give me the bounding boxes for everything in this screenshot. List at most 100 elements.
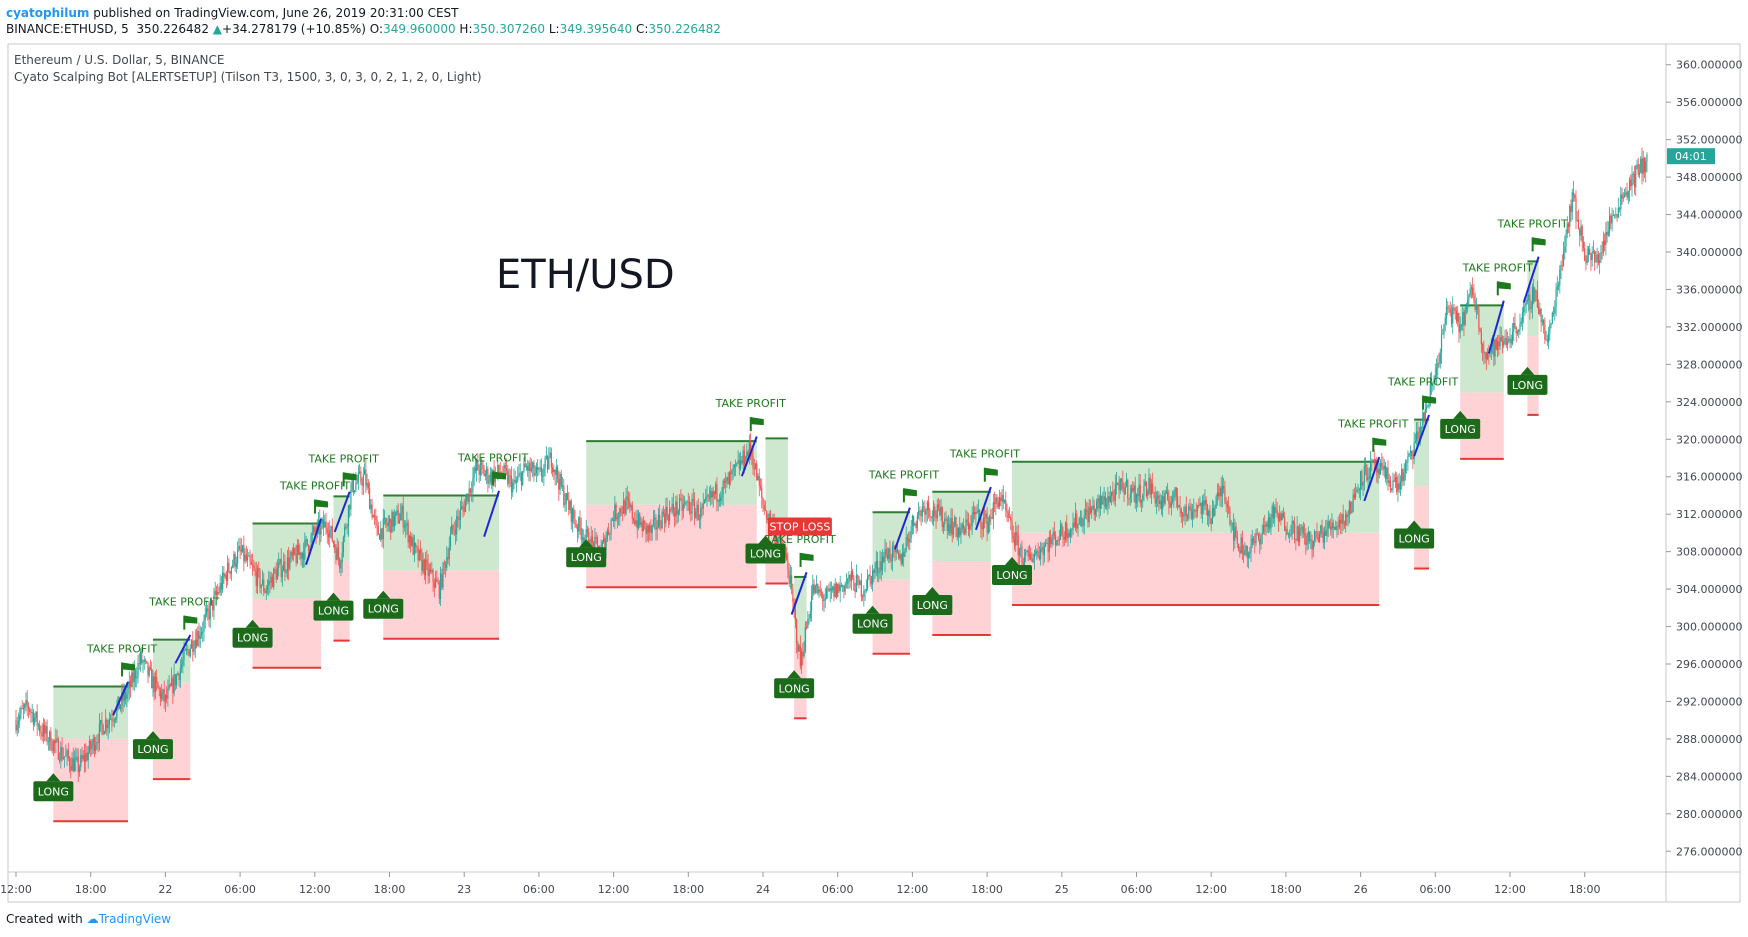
candle-body — [433, 582, 435, 588]
candle-body — [1274, 507, 1276, 519]
long-marker-arrow — [787, 670, 802, 679]
candle-body — [1335, 526, 1337, 530]
candle-body — [1088, 506, 1090, 523]
candle-body — [639, 513, 641, 525]
long-label: LONG — [1512, 379, 1543, 392]
flag-icon — [1373, 437, 1387, 446]
candle-body — [116, 705, 118, 718]
author-name[interactable]: cyatophilum — [6, 6, 90, 20]
candle-body — [1554, 307, 1556, 314]
candle-body — [512, 482, 514, 493]
candle-body — [1389, 480, 1392, 491]
candle-body — [1284, 517, 1286, 531]
time-tick-label: 06:00 — [822, 883, 854, 896]
candle-body — [324, 521, 326, 528]
candle-body — [716, 484, 718, 502]
candle-body — [523, 463, 525, 472]
candle-body — [87, 752, 89, 761]
candle-body — [804, 627, 806, 652]
candle-body — [275, 570, 277, 580]
price-tick-label: 332.000000 — [1676, 321, 1742, 334]
candle-body — [466, 493, 468, 501]
candle-body — [849, 575, 851, 582]
candle-body — [705, 496, 707, 501]
candle-body — [289, 558, 291, 570]
candle-body — [1250, 544, 1252, 552]
candle-body — [890, 559, 892, 562]
candle-body — [479, 462, 481, 475]
candle-body — [817, 583, 819, 594]
candle-body — [319, 520, 321, 535]
candle-body — [478, 470, 480, 475]
take-profit-zone — [53, 686, 129, 739]
candle-body — [937, 504, 940, 508]
time-axis[interactable]: 12:00 18:00 22 06:00 12:00 18:00 23 06:00 12:00 1… — [0, 872, 1601, 896]
candle-body — [1143, 485, 1145, 496]
candle-body — [975, 511, 977, 515]
candle-body — [987, 521, 989, 533]
candle-body — [899, 554, 901, 559]
candles — [15, 147, 1648, 783]
candle-body — [1342, 514, 1344, 524]
candle-body — [519, 472, 521, 474]
candle-body — [1546, 339, 1548, 342]
price-tick-label: 304.000000 — [1676, 583, 1742, 596]
candle-body — [142, 662, 144, 664]
candle-body — [787, 560, 789, 570]
candle-body — [1252, 538, 1255, 542]
candle-body — [1147, 490, 1149, 497]
candle-body — [1585, 260, 1587, 263]
candle-body — [1580, 226, 1582, 236]
candle-body — [1421, 427, 1423, 429]
candle-body — [1178, 505, 1180, 507]
candle-body — [1617, 207, 1619, 218]
candle-body — [1215, 496, 1217, 508]
candle-body — [70, 766, 72, 771]
candle-body — [367, 483, 369, 489]
candle-body — [1560, 265, 1562, 270]
candle-body — [359, 471, 361, 473]
candle-body — [1011, 520, 1013, 536]
candle-body — [534, 473, 536, 476]
candle-body — [1387, 467, 1389, 483]
candle-body — [1077, 524, 1079, 529]
candle-body — [1358, 488, 1360, 490]
candle-body — [154, 677, 157, 693]
high-label: H: — [459, 22, 473, 36]
candle-body — [642, 520, 645, 532]
candle-body — [163, 689, 165, 702]
candle-body — [176, 674, 178, 686]
tradingview-brand[interactable]: TradingView — [98, 912, 172, 926]
long-label: LONG — [571, 551, 602, 564]
candle-body — [1535, 290, 1537, 292]
candle-body — [146, 660, 148, 663]
candle-body — [1581, 226, 1583, 243]
symbol-label: BINANCE:ETHUSD, 5 — [6, 22, 129, 36]
price-axis[interactable]: 276.000000 280.000000 284.000000 288.000000… — [1666, 59, 1742, 859]
candle-body — [609, 533, 611, 535]
candle-body — [1536, 291, 1538, 307]
candle-body — [891, 545, 894, 562]
candle-body — [1635, 165, 1637, 188]
candle-body — [401, 505, 403, 514]
candle-body — [852, 571, 854, 579]
candle-body — [702, 503, 704, 509]
candle-body — [981, 526, 983, 530]
candle-body — [1057, 540, 1059, 542]
candle-body — [342, 537, 345, 553]
candle-body — [1587, 248, 1590, 256]
candle-body — [126, 694, 128, 699]
flag-icon — [184, 615, 198, 624]
candle-body — [553, 469, 555, 473]
candle-body — [1541, 320, 1543, 323]
publish-info: cyatophilum published on TradingView.com… — [6, 6, 458, 20]
candle-body — [1073, 522, 1075, 528]
candle-body — [1114, 483, 1116, 501]
candle-body — [1239, 550, 1241, 553]
time-tick-label: 06:00 — [523, 883, 555, 896]
candle-body — [619, 508, 621, 517]
candle-body — [1016, 531, 1018, 536]
candle-body — [1074, 513, 1077, 528]
candle-body — [1287, 534, 1289, 535]
